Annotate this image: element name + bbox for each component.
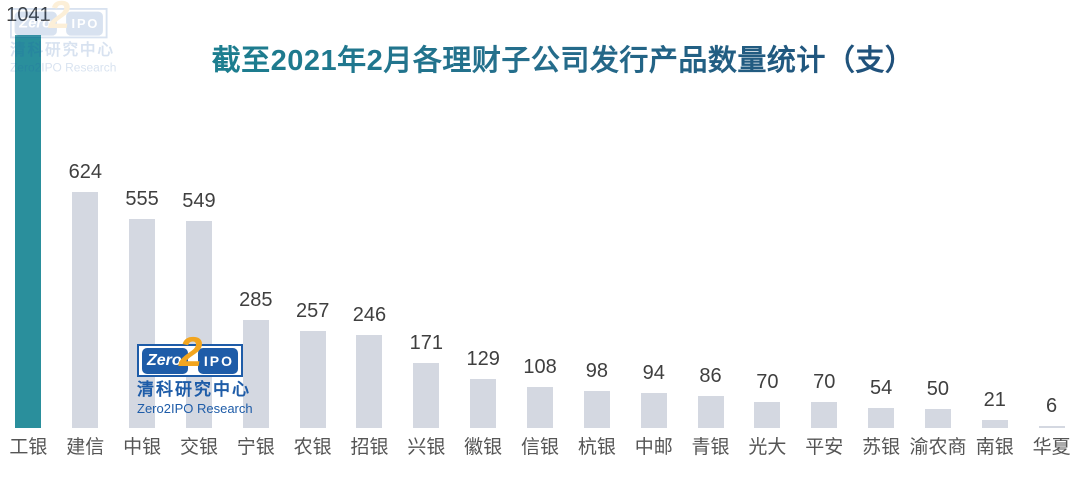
bar-column: 257 农银	[284, 0, 341, 478]
bar-value-label: 1041	[6, 4, 51, 26]
watermark-logo-center: Zero 2 IPO 清科研究中心 Zero2IPO Research	[137, 331, 257, 416]
bar-value-label: 86	[699, 364, 722, 387]
category-label: 杭银	[577, 437, 616, 458]
bar-column: 86 青银	[682, 0, 739, 478]
bar-column: 50 渝农商	[910, 0, 967, 478]
bar-value-label: 129	[466, 348, 500, 371]
bar-column: 98 杭银	[568, 0, 625, 478]
logo-ipo-text: IPO	[197, 347, 238, 374]
bar-value-label: 6	[1046, 394, 1058, 417]
bar-column: 108 信银	[512, 0, 569, 478]
bar-value-label: 624	[68, 161, 102, 184]
bar-column: 246 招银	[341, 0, 398, 478]
logo-two-swoosh: 2	[179, 328, 203, 375]
bar	[811, 401, 838, 428]
category-label: 平安	[805, 437, 844, 458]
category-label: 光大	[748, 437, 787, 458]
bar-column: 624 建信	[57, 0, 114, 478]
logo-english-name: Zero2IPO Research	[137, 401, 253, 416]
bar	[15, 35, 42, 428]
category-label: 徽银	[464, 437, 503, 458]
bar	[981, 420, 1008, 428]
bar-value-label: 171	[409, 332, 444, 355]
bar-value-label: 549	[182, 189, 216, 212]
bar-value-label: 555	[125, 187, 159, 210]
bar-column: 171 兴银	[398, 0, 455, 478]
category-label: 工银	[9, 437, 48, 458]
bar	[356, 335, 383, 428]
bar	[470, 379, 497, 428]
bar-column: 54 苏银	[853, 0, 910, 478]
bar-value-label: 257	[295, 300, 330, 322]
bar	[129, 218, 156, 428]
category-label: 青银	[691, 437, 730, 458]
bar-column: 70 平安	[796, 0, 853, 478]
category-label: 宁银	[236, 437, 275, 458]
bar	[242, 320, 269, 428]
bar-value-label: 94	[642, 361, 665, 384]
bar-value-label: 98	[585, 360, 608, 382]
bar-value-label: 70	[813, 370, 836, 393]
bar-column: 21 南银	[966, 0, 1023, 478]
logo-chinese-name: 清科研究中心	[137, 380, 251, 399]
bar	[527, 387, 554, 428]
zero2ipo-logo-box: Zero 2 IPO	[137, 331, 243, 377]
bar-column: 70 光大	[739, 0, 796, 478]
bar	[299, 331, 326, 428]
bar	[754, 401, 781, 428]
category-label: 中银	[123, 437, 162, 458]
bar-value-label: 108	[523, 356, 557, 379]
category-label: 兴银	[407, 437, 446, 458]
category-label: 建信	[66, 437, 105, 458]
bar-value-label: 54	[869, 376, 893, 399]
bar	[72, 192, 99, 428]
category-label: 交银	[179, 437, 218, 458]
bar	[924, 409, 951, 428]
bar-value-label: 285	[239, 289, 273, 312]
bar-value-label: 70	[756, 370, 779, 393]
bar	[697, 395, 724, 428]
bar	[583, 391, 610, 428]
bar-column: 549 交银	[171, 0, 228, 478]
bar	[868, 407, 895, 428]
logo-zero-text: Zero	[142, 347, 188, 374]
bar	[1038, 425, 1065, 428]
bar-column: 285 宁银	[227, 0, 284, 478]
bar-column: 94 中邮	[625, 0, 682, 478]
category-label: 苏银	[862, 437, 901, 458]
category-label: 华夏	[1032, 437, 1071, 458]
bar	[185, 220, 212, 428]
category-label: 信银	[521, 437, 560, 458]
bar-column: 555 中银	[114, 0, 171, 478]
bar-value-label: 246	[352, 304, 387, 327]
bar-column: 6 华夏	[1023, 0, 1080, 478]
category-label: 招银	[350, 437, 389, 458]
category-label: 农银	[293, 437, 332, 458]
bar	[413, 363, 440, 428]
bar-value-label: 21	[983, 389, 1006, 412]
bar-value-label: 50	[926, 378, 950, 401]
category-label: 中邮	[634, 437, 673, 458]
bar-column: 1041 工银	[0, 0, 57, 478]
bar	[640, 392, 667, 428]
category-label: 渝农商	[909, 437, 967, 458]
category-label: 南银	[975, 437, 1014, 458]
bar-column: 129 徽银	[455, 0, 512, 478]
